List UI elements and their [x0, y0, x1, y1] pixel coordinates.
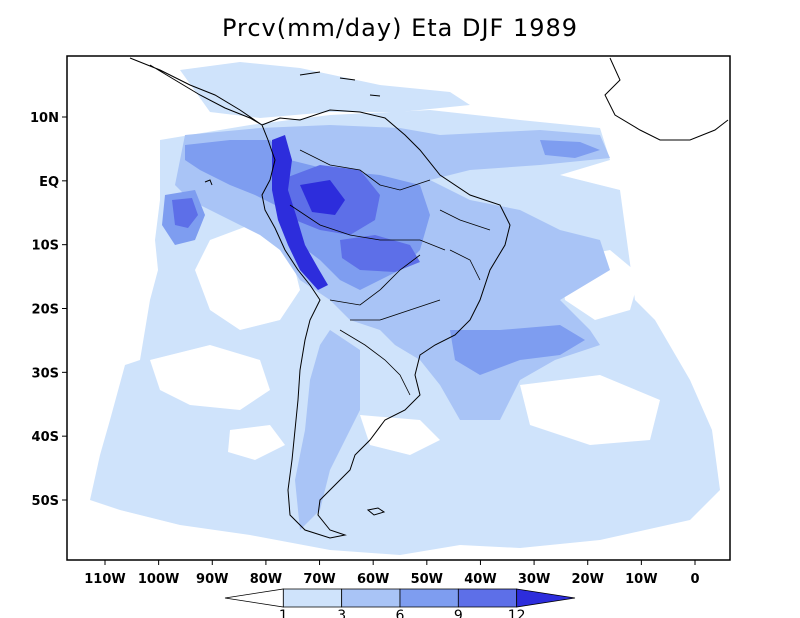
lon-tick-label: 60W [357, 572, 389, 587]
precipitation-field [90, 62, 720, 555]
lon-tick-label: 110W [84, 572, 125, 587]
south-america-coastline [261, 109, 511, 539]
precip-hole [228, 425, 285, 460]
colorbar-segment [224, 588, 284, 608]
colorbar-segment [399, 588, 459, 608]
precip-region-strong [450, 325, 585, 375]
colorbar-level-label: 3 [337, 608, 346, 618]
colorbar: 1 3 6 9 12 [224, 588, 576, 618]
lon-tick-label: 10W [625, 572, 657, 587]
africa-coastline [604, 57, 729, 141]
central-america-coastline [129, 57, 263, 126]
lat-tick-label: 20S [32, 303, 59, 318]
coastline [129, 57, 729, 539]
colorbar-segment [341, 588, 401, 608]
falkland-islands [366, 507, 386, 516]
precip-region-heavy [172, 198, 198, 228]
colorbar-level-label: 12 [508, 608, 526, 618]
lat-tick-label: EQ [39, 175, 59, 190]
lat-tick-label: 10N [30, 111, 59, 126]
lon-tick-label: 30W [518, 572, 550, 587]
precip-hole [195, 225, 300, 330]
lon-tick-label: 0 [690, 572, 699, 587]
precip-hole [150, 345, 270, 410]
lon-tick-label: 90W [196, 572, 228, 587]
colorbar-segment [282, 588, 343, 608]
colorbar-level-label: 9 [454, 608, 463, 618]
colorbar-segment [516, 588, 576, 608]
lat-tick-label: 10S [32, 239, 59, 254]
precip-hole [520, 375, 660, 445]
lon-tick-label: 100W [138, 572, 179, 587]
caribbean-islands [299, 71, 381, 97]
precip-region-heavy [340, 235, 420, 272]
galapagos-islands [204, 179, 213, 186]
precip-region-extreme [272, 135, 328, 290]
country-borders [289, 149, 491, 396]
lat-tick-label: 50S [32, 494, 59, 509]
lon-tick-label: 80W [250, 572, 282, 587]
lon-tick-label: 50W [411, 572, 443, 587]
lat-tick-label: 40S [32, 430, 59, 445]
colorbar-segment [457, 588, 518, 608]
colorbar-level-label: 1 [279, 608, 288, 618]
precip-region-strong [540, 140, 600, 158]
lon-tick-label: 20W [572, 572, 604, 587]
precip-hole [360, 415, 440, 455]
lon-tick-label: 40W [464, 572, 496, 587]
lon-tick-label: 70W [303, 572, 335, 587]
lat-tick-label: 30S [32, 366, 59, 381]
map-title: Prcv(mm/day) Eta DJF 1989 [221, 14, 579, 42]
precip-region-light-north [180, 62, 470, 118]
precip-region-extreme [300, 180, 345, 215]
map-axes: 110W 100W 90W 80W 70W 60W 50W 40W 30W 20W 10W 0 10N E… [30, 111, 700, 587]
colorbar-level-label: 6 [396, 608, 405, 618]
precip-region-medium [295, 330, 360, 530]
